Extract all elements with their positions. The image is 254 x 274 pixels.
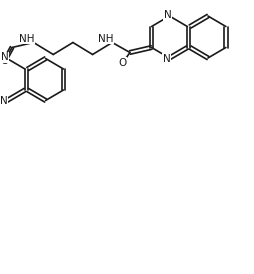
Text: NH: NH [98, 33, 113, 44]
Text: N: N [1, 53, 9, 62]
Text: N: N [164, 10, 171, 20]
Text: NH: NH [19, 33, 35, 44]
Text: O: O [118, 58, 126, 67]
Text: N: N [0, 96, 8, 107]
Text: N: N [163, 54, 170, 64]
Text: O: O [0, 56, 8, 67]
